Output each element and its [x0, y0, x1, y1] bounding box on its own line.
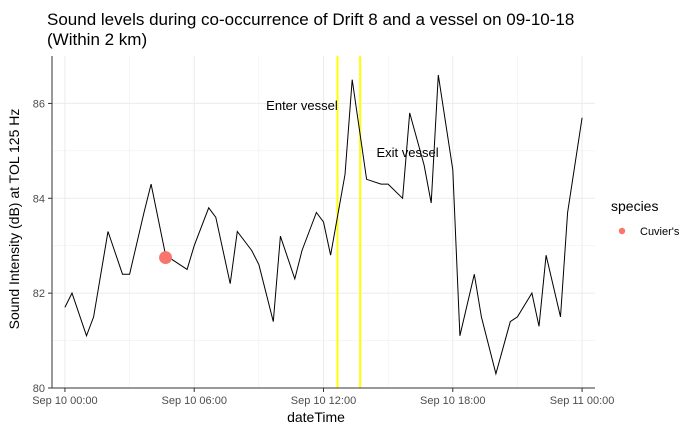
y-tick-label: 80 — [33, 383, 45, 395]
legend-title: species — [611, 198, 658, 214]
axes: Sep 10 00:00 Sep 10 06:00 Sep 10 12:00 Sep … — [32, 56, 614, 407]
y-tick-label: 82 — [33, 288, 45, 300]
enter-vessel-label: Enter vessel — [266, 98, 338, 113]
legend-key-cuviers — [618, 227, 626, 235]
chart-title: Sound levels during co-occurrence of Dri… — [47, 10, 574, 49]
legend: species Cuvier's — [611, 198, 680, 238]
legend-label-cuviers: Cuvier's — [640, 226, 680, 238]
chart-title-line-2: (Within 2 km) — [47, 30, 147, 49]
chart-title-line-1: Sound levels during co-occurrence of Dri… — [47, 10, 574, 29]
x-axis-title: dateTime — [287, 409, 345, 425]
species-points — [159, 251, 173, 265]
x-tick-label: Sep 10 12:00 — [291, 395, 356, 407]
y-tick-label: 86 — [33, 98, 45, 110]
species-point-cuviers — [159, 251, 173, 265]
vessel-lines — [336, 56, 362, 388]
exit-vessel-label: Exit vessel — [376, 145, 438, 160]
series-layer — [64, 74, 583, 376]
x-tick-label: Sep 11 00:00 — [550, 395, 615, 407]
series-line — [64, 74, 583, 376]
x-tick-label: Sep 10 06:00 — [161, 395, 226, 407]
y-axis-title: Sound Intensity (dB) at TOL 125 Hz — [6, 109, 22, 330]
annotations: Enter vessel Exit vessel — [266, 98, 439, 160]
x-tick-label: Sep 10 00:00 — [32, 395, 97, 407]
y-tick-label: 84 — [33, 193, 45, 205]
x-tick-label: Sep 10 18:00 — [420, 395, 485, 407]
